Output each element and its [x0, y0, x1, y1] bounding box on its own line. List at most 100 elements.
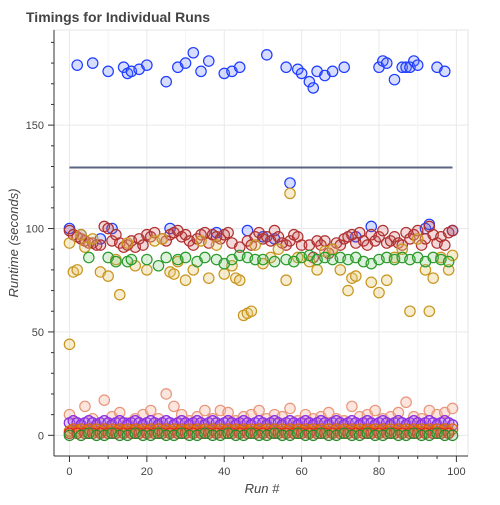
data-point	[137, 239, 149, 251]
data-point	[83, 251, 95, 264]
data-point	[319, 235, 331, 247]
x-tick-label: 40	[218, 466, 230, 478]
series-1	[63, 46, 459, 245]
data-point	[419, 264, 432, 276]
data-point	[326, 65, 339, 78]
data-point	[156, 233, 169, 245]
data-point	[168, 268, 180, 280]
data-point	[415, 239, 428, 251]
data-point	[245, 305, 258, 318]
data-point	[202, 55, 215, 67]
data-point	[326, 243, 339, 256]
data-point	[446, 224, 459, 237]
data-point	[377, 224, 389, 237]
data-point	[380, 57, 393, 69]
y-tick-label: 150	[26, 120, 44, 132]
series-4	[83, 249, 455, 272]
data-point	[257, 253, 269, 266]
data-point	[369, 404, 381, 417]
data-point	[94, 239, 107, 251]
data-point	[168, 400, 180, 413]
y-tick-label: 0	[38, 430, 44, 442]
data-point	[141, 59, 153, 71]
x-tick-label: 0	[66, 466, 72, 478]
data-point	[113, 406, 126, 419]
data-point	[423, 305, 436, 318]
data-points	[63, 46, 459, 442]
data-point	[346, 400, 358, 413]
data-point	[195, 235, 207, 247]
data-point	[63, 429, 76, 442]
data-point	[438, 65, 451, 78]
data-point	[272, 230, 285, 243]
x-tick-label: 20	[141, 466, 153, 478]
data-point	[187, 46, 200, 59]
x-axis-label: Run #	[245, 481, 280, 496]
series-9	[63, 427, 459, 442]
data-point	[380, 274, 393, 287]
data-point	[396, 243, 409, 256]
data-point	[90, 239, 103, 251]
data-point	[400, 396, 412, 409]
data-point	[411, 59, 424, 71]
data-point	[71, 264, 84, 276]
data-point	[233, 61, 246, 74]
data-point	[199, 404, 211, 417]
data-point	[268, 255, 281, 268]
data-point	[121, 237, 134, 249]
data-point	[268, 224, 281, 237]
data-point	[63, 338, 76, 351]
x-tick-label: 100	[447, 466, 465, 478]
x-tick-label: 60	[296, 466, 308, 478]
y-tick-label: 50	[32, 327, 44, 339]
data-point	[191, 410, 203, 423]
data-point	[284, 177, 296, 189]
data-point	[148, 226, 161, 239]
data-point	[233, 274, 246, 287]
data-point	[152, 259, 165, 272]
data-point	[202, 272, 215, 284]
data-point	[280, 61, 292, 74]
data-point	[195, 65, 207, 78]
series-2	[63, 220, 459, 264]
data-point	[396, 239, 409, 251]
data-point	[284, 187, 296, 200]
data-point	[218, 268, 231, 280]
y-axis-label: Runtime (seconds)	[6, 188, 21, 297]
data-point	[261, 49, 273, 61]
data-point	[303, 75, 316, 88]
data-point	[63, 237, 76, 249]
data-point	[342, 284, 354, 297]
data-point	[179, 228, 192, 241]
data-point	[113, 288, 126, 301]
data-point	[427, 272, 439, 284]
data-point	[179, 274, 192, 287]
data-point	[141, 253, 153, 266]
data-point	[388, 73, 401, 86]
data-point	[102, 222, 114, 235]
data-point	[446, 402, 459, 415]
data-point	[179, 57, 192, 69]
data-point	[249, 239, 261, 251]
y-tick-label: 100	[26, 224, 44, 236]
data-point	[388, 230, 401, 243]
data-point	[222, 226, 234, 239]
data-point	[411, 233, 424, 245]
data-point	[253, 404, 265, 417]
data-point	[446, 429, 459, 442]
data-point	[86, 57, 99, 69]
x-tick-label: 80	[373, 466, 385, 478]
data-point	[322, 406, 335, 419]
data-point	[144, 404, 157, 417]
data-point	[438, 239, 451, 251]
data-point	[307, 82, 320, 94]
data-point	[411, 224, 424, 237]
data-point	[86, 233, 99, 245]
data-point	[349, 270, 362, 282]
data-point	[102, 65, 114, 78]
axes: 0 50 100 150 0 20 40 60 80 100	[26, 30, 468, 478]
data-point	[404, 305, 416, 318]
data-point	[160, 75, 173, 88]
data-point	[280, 274, 292, 287]
